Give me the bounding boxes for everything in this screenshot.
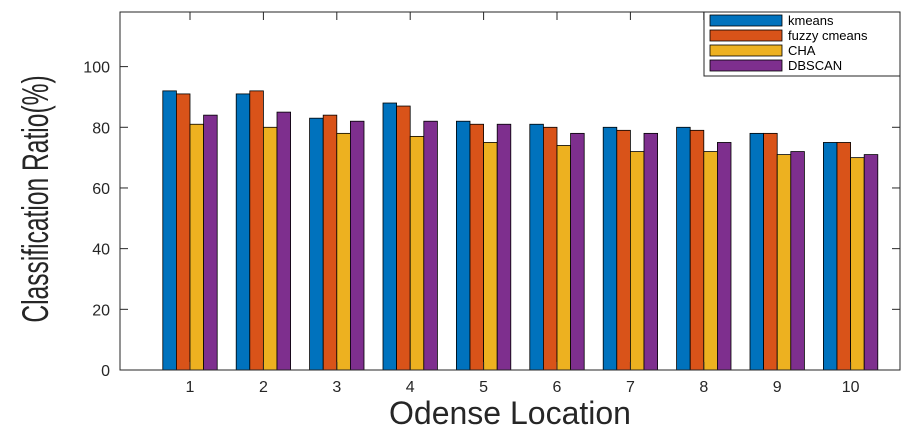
- bar-dbscan-8: [717, 142, 732, 371]
- bar-cha-4: [409, 135, 425, 371]
- bar-dbscan-5: [496, 123, 512, 371]
- bar-cha-6: [556, 145, 572, 371]
- y-tick-label: 100: [83, 60, 110, 77]
- plot-frame: [119, 11, 901, 371]
- bar-dbscan-6: [570, 132, 585, 371]
- bar-kmeans-2: [235, 93, 251, 371]
- x-tick-label: 1: [186, 379, 195, 396]
- bar-fuzzy-cmeans-4: [396, 105, 411, 371]
- bar-kmeans-1: [162, 90, 177, 371]
- y-axis: 0 20 40 60 80 100: [83, 60, 900, 380]
- bar-kmeans-4: [382, 102, 398, 371]
- y-tick-label: 0: [101, 363, 110, 380]
- bar-fuzzy-cmeans-2: [249, 90, 264, 371]
- y-tick-label: 20: [92, 302, 110, 319]
- y-axis-title: Classification Ratio(%): [14, 75, 57, 322]
- x-tick-label: 6: [553, 379, 562, 396]
- bar-fuzzy-cmeans-6: [543, 126, 558, 371]
- bar-cha-10: [850, 157, 865, 371]
- bar-dbscan-10: [863, 154, 879, 371]
- legend-swatch: [709, 29, 783, 42]
- x-tick-label: 5: [479, 379, 488, 396]
- bar-fuzzy-cmeans-3: [322, 114, 338, 371]
- x-tick-label: 2: [259, 379, 268, 396]
- legend-label: CHA: [788, 43, 816, 58]
- x-tick-label: 9: [773, 379, 782, 396]
- bar-fuzzy-cmeans-1: [175, 93, 191, 371]
- bar-kmeans-7: [602, 126, 618, 371]
- bar-fuzzy-cmeans-5: [469, 123, 485, 371]
- bar-dbscan-2: [276, 111, 292, 371]
- x-axis: 1 2 3 4 5 6 7 8 9 10: [186, 12, 860, 396]
- bar-cha-5: [483, 142, 498, 371]
- bar-cha-2: [262, 126, 278, 371]
- legend-swatch: [709, 14, 783, 27]
- bar-kmeans-3: [309, 117, 324, 371]
- bar-fuzzy-cmeans-7: [616, 129, 631, 371]
- bar-dbscan-3: [349, 120, 365, 371]
- bar-kmeans-10: [823, 142, 838, 371]
- bar-cha-1: [189, 123, 205, 371]
- x-tick-label: 7: [626, 379, 635, 396]
- bar-cha-7: [630, 151, 645, 371]
- bar-dbscan-1: [203, 114, 218, 371]
- bar-fuzzy-cmeans-8: [689, 129, 705, 371]
- bar-cha-8: [703, 151, 718, 371]
- bar-cha-3: [336, 132, 351, 371]
- bar-kmeans-9: [749, 132, 765, 371]
- legend-label: fuzzy cmeans: [788, 28, 868, 43]
- x-tick-label: 8: [699, 379, 708, 396]
- bars-layer: [162, 90, 879, 371]
- bar-dbscan-4: [423, 120, 438, 371]
- x-tick-label: 3: [332, 379, 341, 396]
- y-tick-label: 40: [92, 242, 110, 259]
- bar-fuzzy-cmeans-9: [763, 132, 778, 371]
- y-tick-label: 80: [92, 120, 110, 137]
- bar-dbscan-9: [790, 151, 805, 371]
- x-axis-title: Odense Location: [389, 395, 631, 431]
- legend-label: DBSCAN: [788, 58, 842, 73]
- y-tick-label: 60: [92, 181, 110, 198]
- bar-kmeans-6: [529, 123, 544, 371]
- bar-kmeans-8: [676, 126, 691, 371]
- legend-label: kmeans: [788, 13, 834, 28]
- x-tick-label: 10: [842, 379, 860, 396]
- bar-fuzzy-cmeans-10: [836, 142, 852, 371]
- legend-swatch: [709, 59, 783, 72]
- x-tick-label: 4: [406, 379, 415, 396]
- bar-dbscan-7: [643, 132, 659, 371]
- legend-swatch: [709, 44, 783, 57]
- bar-kmeans-5: [455, 120, 471, 371]
- bar-cha-9: [776, 154, 792, 371]
